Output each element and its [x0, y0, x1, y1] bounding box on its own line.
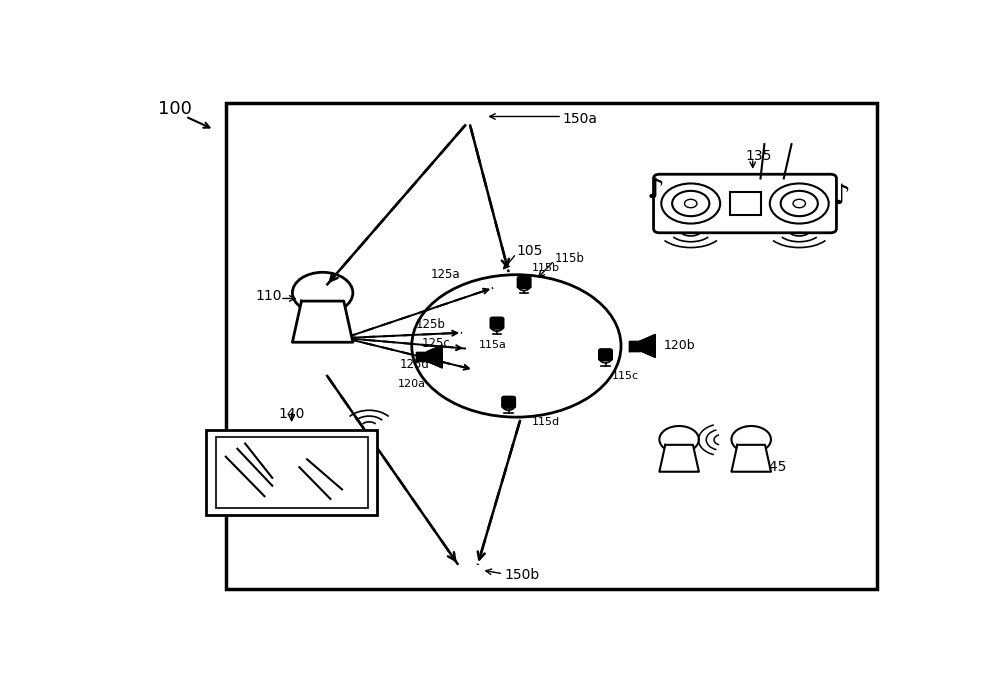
Text: 115a: 115a — [479, 340, 507, 349]
Polygon shape — [659, 445, 699, 472]
Text: 115b: 115b — [555, 252, 585, 265]
Text: 125b: 125b — [416, 319, 446, 332]
Text: 140: 140 — [278, 408, 305, 421]
Polygon shape — [416, 351, 427, 361]
Text: 145: 145 — [761, 460, 787, 474]
Polygon shape — [427, 345, 442, 368]
Polygon shape — [292, 301, 353, 342]
Text: 150b: 150b — [505, 569, 540, 582]
FancyBboxPatch shape — [517, 277, 531, 288]
Text: 135: 135 — [745, 149, 771, 163]
Text: 115d: 115d — [532, 417, 560, 427]
Text: 105: 105 — [516, 244, 543, 258]
Polygon shape — [731, 445, 771, 472]
FancyBboxPatch shape — [502, 397, 515, 408]
Text: ♪: ♪ — [833, 182, 851, 210]
Text: 150a: 150a — [563, 112, 598, 126]
Text: 125c: 125c — [422, 337, 451, 350]
Text: ♪: ♪ — [647, 176, 665, 204]
Text: 100: 100 — [158, 99, 192, 118]
Text: 120a: 120a — [398, 379, 426, 388]
Text: 110: 110 — [255, 289, 282, 303]
FancyBboxPatch shape — [599, 349, 612, 360]
FancyBboxPatch shape — [490, 317, 504, 329]
Bar — [730, 192, 761, 215]
Text: 115c: 115c — [612, 371, 639, 382]
Polygon shape — [640, 334, 655, 358]
Text: 120b: 120b — [664, 340, 695, 352]
Text: 125d: 125d — [400, 358, 430, 371]
Bar — [226, 103, 877, 588]
Text: 125a: 125a — [431, 269, 461, 282]
Text: 115b: 115b — [532, 262, 560, 273]
Bar — [206, 430, 377, 514]
Polygon shape — [629, 341, 640, 351]
Bar — [216, 436, 368, 508]
FancyBboxPatch shape — [654, 174, 836, 233]
